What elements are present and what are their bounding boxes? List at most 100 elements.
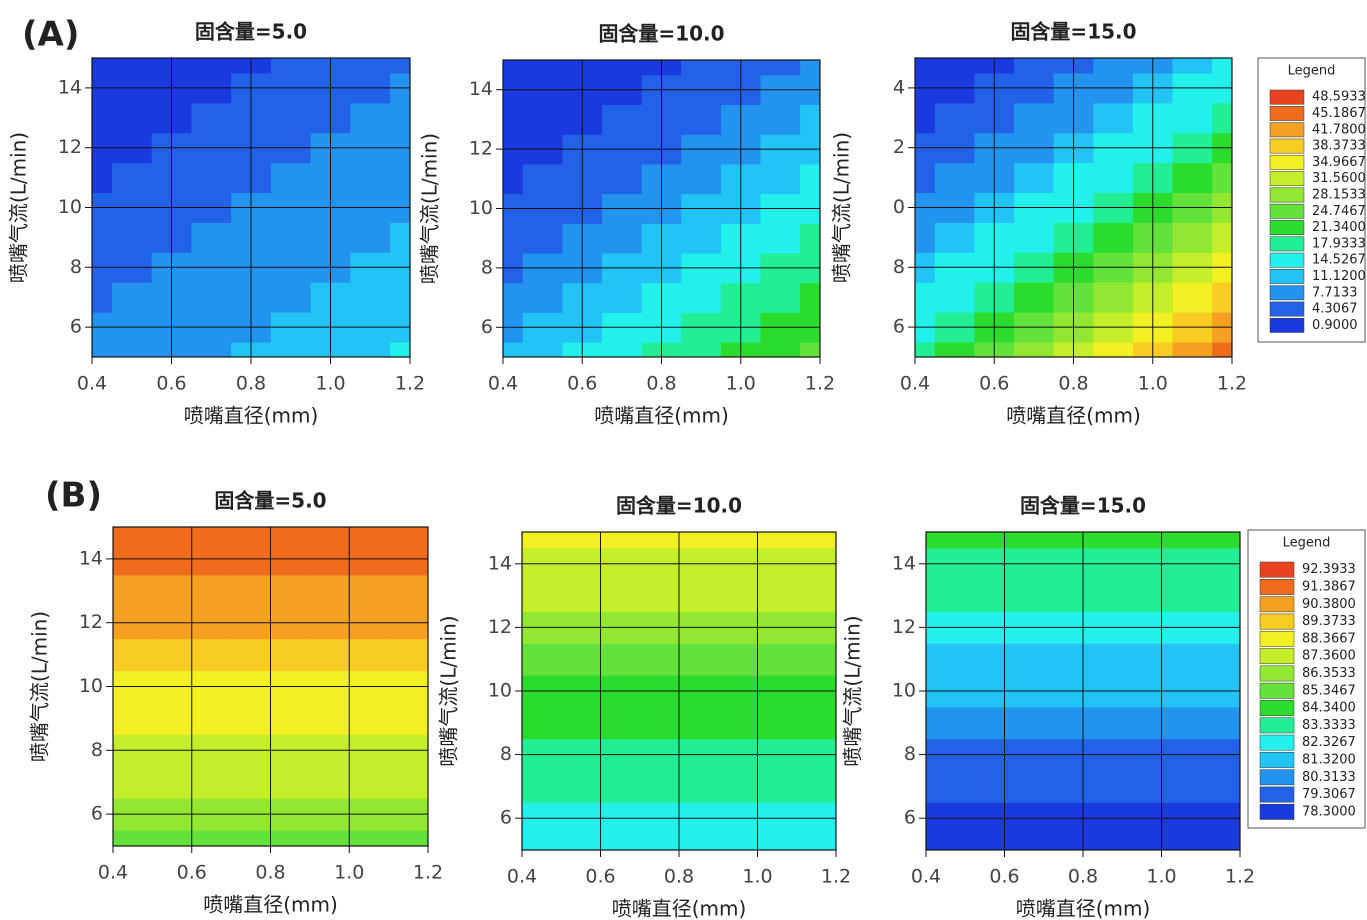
contour-cell: [1212, 222, 1233, 253]
y-tick-label: 8: [481, 256, 493, 278]
legend-title: Legend: [1288, 64, 1336, 79]
y-tick-label: 10: [488, 680, 512, 702]
x-tick-label: 0.4: [488, 373, 518, 395]
x-tick-label: 1.0: [315, 373, 345, 395]
contour-cell: [350, 222, 391, 253]
contour-cell: [800, 104, 821, 135]
contour-cell: [1172, 342, 1213, 358]
y-tick-label: 2: [893, 136, 905, 158]
y-tick-label: 14: [79, 547, 103, 569]
contour-cell: [926, 532, 966, 549]
x-tick-label: 0.6: [585, 866, 615, 888]
contour-cell: [1093, 342, 1134, 358]
contour-cell: [522, 579, 562, 612]
contour-cell: [934, 162, 975, 194]
y-axis-label: 喷嘴气流(L/min): [830, 132, 854, 283]
legend-swatch: [1269, 301, 1305, 317]
contour-cell: [602, 342, 643, 358]
x-axis-label: 喷嘴直径(mm): [184, 404, 319, 428]
contour-cell: [191, 58, 232, 74]
contour-cell: [270, 282, 312, 313]
contour-cell: [522, 104, 563, 135]
y-tick-label: 12: [892, 616, 916, 638]
contour-cell: [800, 60, 821, 76]
plot-frame: [925, 531, 1241, 851]
legend-label: 11.1200: [1312, 269, 1366, 284]
x-axis-label: 喷嘴直径(mm): [1016, 897, 1151, 920]
plot-frame: [521, 531, 837, 851]
contour-cell: [390, 282, 411, 313]
y-tick-label: 14: [469, 78, 493, 100]
legend-swatch: [1259, 734, 1295, 751]
contour-cell: [926, 706, 966, 740]
legend-label: 14.5267: [1312, 253, 1366, 268]
contour-cell: [390, 58, 411, 74]
contour-cell: [503, 163, 524, 195]
legend-label: 21.3400: [1312, 220, 1366, 235]
contour-cell: [522, 223, 563, 254]
contour-cell: [113, 638, 153, 672]
y-axis-label: 喷嘴气流(L/min): [418, 133, 442, 284]
y-tick-label: 10: [79, 675, 103, 697]
contour-cell: [796, 643, 837, 676]
y-tick-label: 14: [58, 76, 82, 98]
contour-cell: [1014, 162, 1055, 194]
contour-cell: [111, 222, 153, 253]
legend-label: 31.5600: [1312, 171, 1366, 186]
contour-cell: [760, 163, 801, 195]
legend-label: 80.3133: [1302, 770, 1356, 785]
y-tick-label: 12: [469, 138, 493, 160]
legend-swatch: [1259, 630, 1295, 647]
contour-cell: [1014, 102, 1055, 134]
contour-cell: [1093, 162, 1134, 194]
legend-swatch: [1259, 613, 1295, 630]
y-tick-label: 6: [500, 807, 512, 829]
legend-label: 24.7467: [1312, 204, 1366, 219]
x-tick-label: 1.0: [1138, 373, 1168, 395]
x-tick-label: 0.6: [979, 373, 1009, 395]
contour-cell: [796, 706, 837, 740]
contour-cell: [800, 223, 821, 254]
legend-swatch: [1269, 171, 1305, 187]
contour-cell: [522, 282, 563, 313]
legend-label: 84.3400: [1302, 701, 1356, 716]
x-tick-label: 0.4: [900, 373, 930, 395]
contour-cell: [350, 342, 391, 358]
legend-label: 87.3600: [1302, 649, 1356, 664]
contour-cell: [796, 834, 837, 851]
contour-cell: [1200, 834, 1241, 851]
x-tick-label: 0.8: [236, 373, 266, 395]
y-tick-label: 6: [481, 316, 493, 338]
contour-cell: [800, 282, 821, 313]
legend-label: 79.3067: [1302, 787, 1356, 802]
x-axis-label: 喷嘴直径(mm): [594, 404, 729, 428]
contour-cell: [390, 102, 411, 134]
contour-cell: [270, 162, 312, 194]
contour-cell: [522, 770, 562, 803]
contour-cell: [760, 342, 801, 358]
x-tick-label: 0.4: [98, 862, 128, 884]
contour-cell: [1200, 643, 1241, 676]
contour-cell: [1093, 102, 1134, 134]
y-tick-label: 10: [58, 196, 82, 218]
legend-swatch: [1259, 579, 1295, 595]
legend-swatch: [1269, 317, 1305, 333]
y-tick-label: 10: [892, 680, 916, 702]
legend-label: 28.1533: [1312, 187, 1366, 202]
contour-cell: [111, 282, 153, 313]
legend-label: 78.3000: [1302, 804, 1356, 819]
contour-cell: [681, 104, 722, 135]
contour-cell: [388, 638, 429, 672]
legend-swatch: [1269, 252, 1305, 268]
legend-swatch: [1269, 285, 1305, 301]
contour-cell: [1014, 222, 1055, 253]
x-tick-label: 1.2: [395, 373, 425, 395]
contour-cell: [92, 282, 113, 313]
contour-cell: [270, 102, 312, 134]
y-tick-label: 12: [58, 136, 82, 158]
legend-swatch: [1269, 106, 1305, 121]
y-axis-label: 喷嘴气流(L/min): [28, 611, 52, 762]
contour-cell: [1212, 162, 1233, 194]
legend-swatch: [1269, 269, 1305, 284]
legend-label: 89.3733: [1302, 614, 1356, 629]
